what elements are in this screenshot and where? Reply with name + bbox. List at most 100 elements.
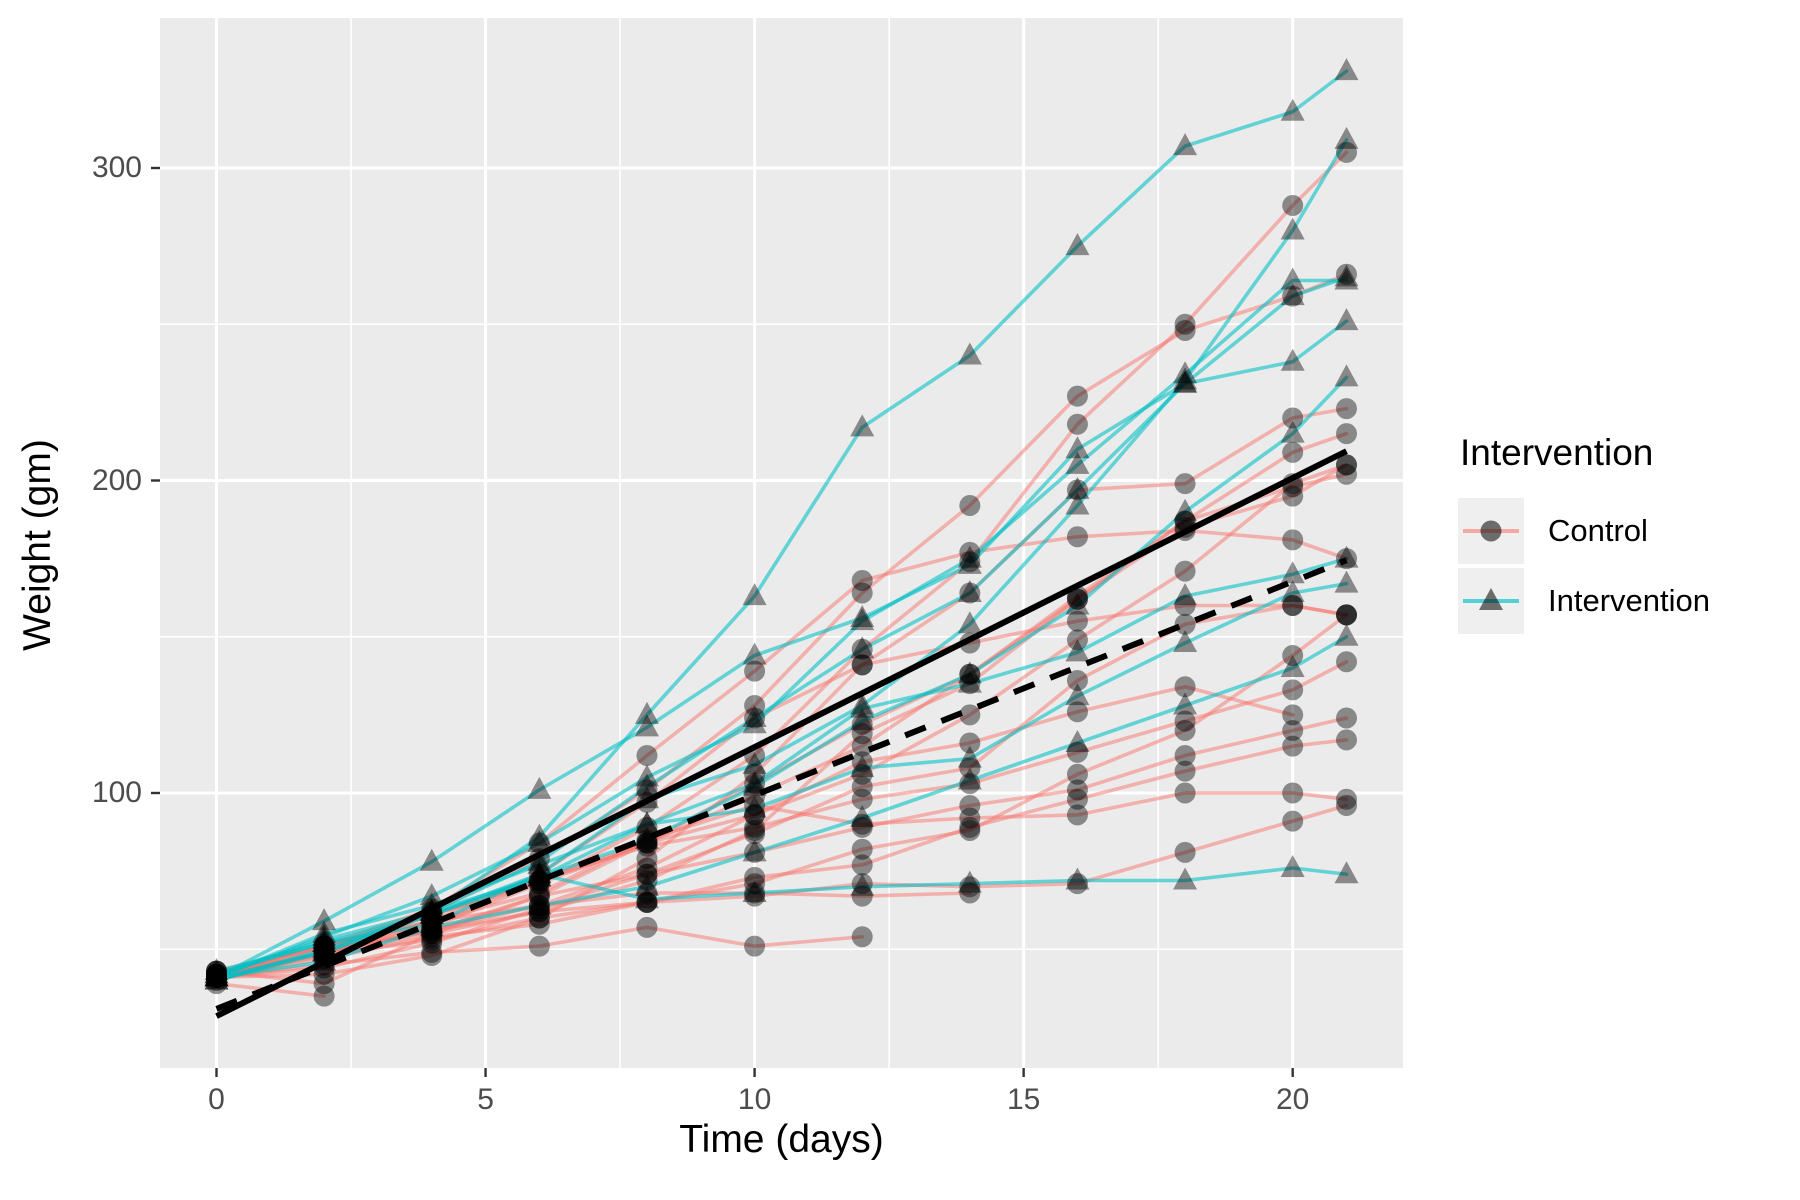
- series-line-intervention: [214, 319, 1349, 980]
- data-point-circle: [1174, 595, 1196, 616]
- data-point-triangle: [1334, 267, 1359, 290]
- data-point-triangle: [634, 714, 659, 737]
- data-point-circle: [1336, 788, 1357, 810]
- data-point-triangle: [957, 870, 982, 893]
- data-point-circle: [313, 973, 335, 995]
- data-point-circle: [636, 835, 658, 857]
- data-point-circle: [1066, 385, 1088, 407]
- data-point-circle: [421, 929, 443, 951]
- data-point-circle: [1336, 651, 1357, 673]
- data-point-circle: [421, 910, 443, 932]
- data-point-circle: [959, 807, 981, 829]
- data-point-circle: [1066, 779, 1088, 801]
- data-point-circle: [1174, 782, 1196, 804]
- data-point-triangle: [527, 830, 552, 852]
- data-point-circle: [1066, 763, 1088, 785]
- data-point-triangle: [204, 961, 229, 984]
- data-point-circle: [528, 898, 550, 920]
- data-point-circle: [744, 804, 766, 826]
- data-point-circle: [959, 757, 981, 779]
- data-point-circle: [313, 935, 335, 957]
- data-point-triangle: [527, 823, 552, 846]
- data-point-circle: [851, 885, 873, 907]
- data-point-triangle: [1280, 283, 1305, 306]
- data-point-triangle: [1334, 308, 1359, 331]
- data-point-circle: [1336, 454, 1357, 476]
- data-point-circle: [851, 854, 873, 876]
- data-point-triangle: [312, 939, 337, 962]
- data-point-triangle: [312, 920, 337, 943]
- data-point-triangle: [312, 923, 337, 946]
- data-point-circle: [1282, 645, 1304, 666]
- data-point-circle: [528, 885, 550, 907]
- legend-item-label: Control: [1548, 513, 1648, 548]
- data-point-circle: [744, 816, 766, 838]
- x-tick-label: 20: [1276, 1083, 1310, 1116]
- data-point-circle: [421, 923, 443, 945]
- data-point-triangle: [419, 914, 444, 937]
- data-point-circle: [206, 963, 227, 985]
- data-point-triangle: [957, 545, 982, 568]
- data-point-triangle: [204, 964, 229, 987]
- data-point-circle: [1336, 604, 1357, 626]
- data-point-circle: [1336, 795, 1357, 816]
- data-point-circle: [206, 960, 227, 982]
- data-point-circle: [1174, 745, 1196, 766]
- data-point-circle: [744, 885, 766, 907]
- data-point-circle: [959, 495, 981, 516]
- data-point-circle: [1066, 588, 1088, 610]
- data-point-circle: [959, 882, 981, 904]
- data-point-circle: [1282, 195, 1304, 216]
- intervention-legend-key-icon: [1458, 568, 1524, 634]
- data-point-triangle: [850, 608, 875, 631]
- data-point-triangle: [312, 926, 337, 949]
- data-point-circle: [206, 973, 227, 995]
- data-point-circle: [851, 570, 873, 591]
- data-point-circle: [851, 816, 873, 838]
- data-point-circle: [528, 913, 550, 935]
- data-point-circle: [313, 985, 335, 1007]
- data-point-circle: [206, 966, 227, 988]
- data-point-triangle: [634, 826, 659, 849]
- data-point-triangle: [1280, 420, 1305, 443]
- data-point-circle: [1282, 704, 1304, 726]
- data-point-triangle: [957, 551, 982, 574]
- data-point-triangle: [204, 961, 229, 984]
- data-point-triangle: [204, 967, 229, 990]
- data-point-circle: [1066, 526, 1088, 548]
- data-point-triangle: [1173, 498, 1198, 521]
- data-point-circle: [959, 663, 981, 685]
- data-point-circle: [1174, 313, 1196, 335]
- legend-key-circle: [1480, 520, 1502, 542]
- y-tick-label: 300: [91, 151, 142, 184]
- data-point-circle: [313, 935, 335, 957]
- data-point-triangle: [1280, 348, 1305, 371]
- data-point-triangle: [527, 892, 552, 915]
- data-point-circle: [636, 745, 658, 766]
- data-point-circle: [313, 938, 335, 960]
- data-point-circle: [636, 848, 658, 870]
- data-point-circle: [636, 857, 658, 879]
- data-point-circle: [528, 895, 550, 916]
- data-point-circle: [421, 920, 443, 941]
- data-point-circle: [851, 776, 873, 798]
- data-point-circle: [421, 926, 443, 948]
- data-point-circle: [1174, 710, 1196, 732]
- data-point-circle: [528, 882, 550, 904]
- data-point-circle: [1336, 454, 1357, 476]
- data-point-triangle: [957, 670, 982, 693]
- data-point-circle: [421, 945, 443, 966]
- data-point-circle: [959, 732, 981, 754]
- data-point-triangle: [1065, 867, 1090, 890]
- legend-item-intervention: Intervention: [1458, 568, 1793, 634]
- data-point-triangle: [742, 705, 767, 727]
- data-point-triangle: [1065, 639, 1090, 662]
- data-point-circle: [744, 935, 766, 957]
- data-point-circle: [1282, 441, 1304, 463]
- data-point-circle: [636, 863, 658, 885]
- data-point-circle: [959, 663, 981, 685]
- data-point-triangle: [527, 776, 552, 799]
- data-point-circle: [528, 895, 550, 916]
- data-point-triangle: [1173, 370, 1198, 393]
- data-point-triangle: [1280, 655, 1305, 677]
